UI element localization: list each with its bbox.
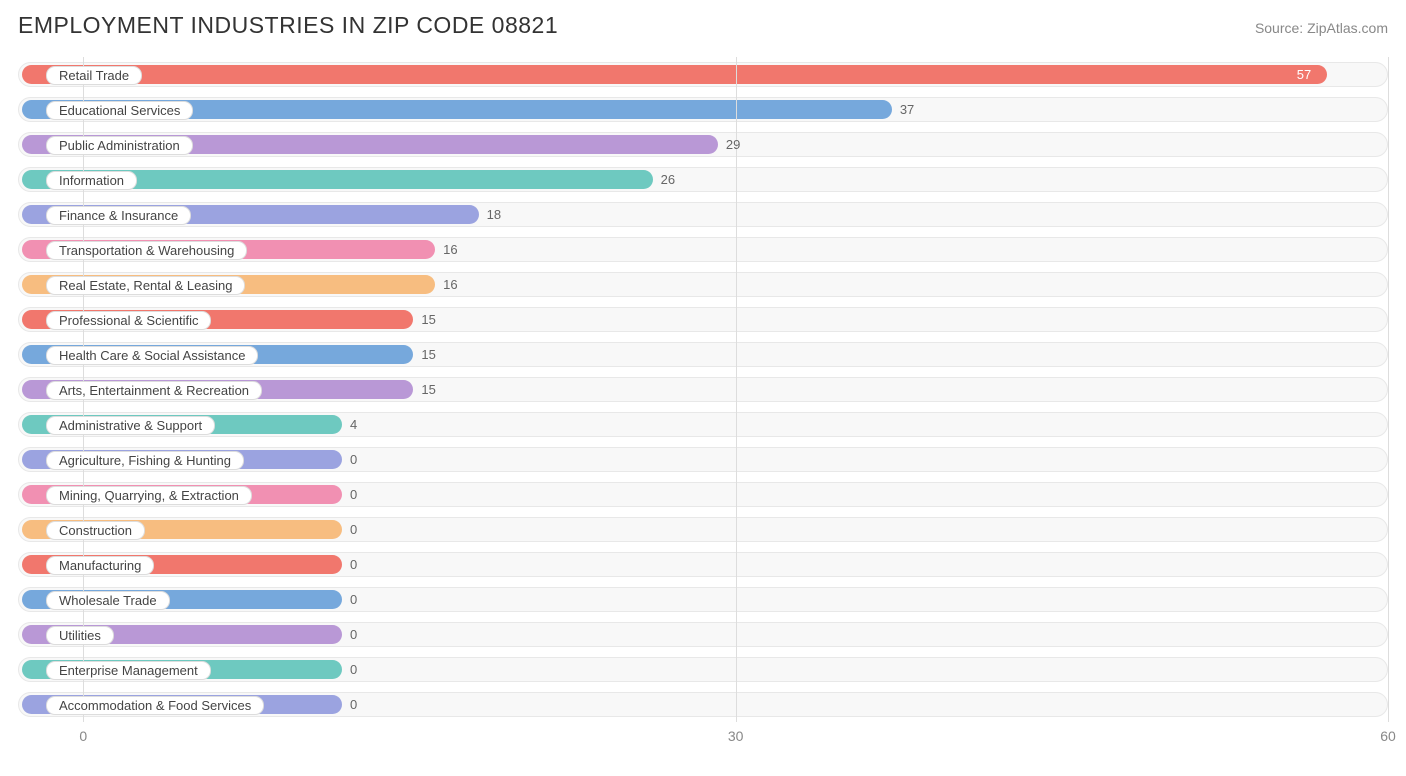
bar-row: Transportation & Warehousing 16 — [18, 232, 1388, 267]
bar-row: Professional & Scientific 15 — [18, 302, 1388, 337]
chart-source: Source: ZipAtlas.com — [1255, 20, 1388, 36]
bar-label: Administrative & Support — [46, 416, 215, 435]
bar-value: 0 — [350, 697, 357, 712]
bar-value: 4 — [350, 417, 357, 432]
bar-row: Agriculture, Fishing & Hunting 0 — [18, 442, 1388, 477]
bar-row: Administrative & Support 4 — [18, 407, 1388, 442]
bar-value: 37 — [900, 102, 914, 117]
bar-label: Transportation & Warehousing — [46, 241, 247, 260]
bar-value: 15 — [421, 382, 435, 397]
bar-value: 26 — [661, 172, 675, 187]
bar-label: Retail Trade — [46, 66, 142, 85]
bar-label: Professional & Scientific — [46, 311, 211, 330]
bar-value: 15 — [421, 347, 435, 362]
chart-area: Retail Trade 57 Educational Services 37 Publ… — [18, 57, 1388, 750]
bars-container: Retail Trade 57 Educational Services 37 Publ… — [18, 57, 1388, 722]
bar-value: 0 — [350, 487, 357, 502]
bar-label: Health Care & Social Assistance — [46, 346, 258, 365]
bar-value: 0 — [350, 557, 357, 572]
bar-row: Finance & Insurance 18 — [18, 197, 1388, 232]
bar-label: Enterprise Management — [46, 661, 211, 680]
bar-label: Mining, Quarrying, & Extraction — [46, 486, 252, 505]
chart-header: EMPLOYMENT INDUSTRIES IN ZIP CODE 08821 … — [18, 12, 1388, 39]
bar-label: Arts, Entertainment & Recreation — [46, 381, 262, 400]
bar-value: 16 — [443, 242, 457, 257]
bar-row: Accommodation & Food Services 0 — [18, 687, 1388, 722]
bar-value: 0 — [350, 522, 357, 537]
bar-value: 18 — [487, 207, 501, 222]
bar-value: 0 — [350, 452, 357, 467]
bar-row: Construction 0 — [18, 512, 1388, 547]
x-axis-labels: 03060 — [18, 722, 1388, 750]
gridline — [1388, 57, 1389, 722]
bar-label: Manufacturing — [46, 556, 154, 575]
bar-label: Educational Services — [46, 101, 193, 120]
bar-label: Information — [46, 171, 137, 190]
bar-row: Utilities 0 — [18, 617, 1388, 652]
bar-row: Arts, Entertainment & Recreation 15 — [18, 372, 1388, 407]
gridline — [736, 57, 737, 722]
x-axis-tick-label: 60 — [1380, 728, 1396, 744]
bar-value: 0 — [350, 592, 357, 607]
bar-label: Public Administration — [46, 136, 193, 155]
bar-row: Retail Trade 57 — [18, 57, 1388, 92]
bar-row: Wholesale Trade 0 — [18, 582, 1388, 617]
bar-row: Mining, Quarrying, & Extraction 0 — [18, 477, 1388, 512]
bar-label: Construction — [46, 521, 145, 540]
bar-value: 0 — [350, 662, 357, 677]
bar-label: Accommodation & Food Services — [46, 696, 264, 715]
bar-row: Enterprise Management 0 — [18, 652, 1388, 687]
chart-title: EMPLOYMENT INDUSTRIES IN ZIP CODE 08821 — [18, 12, 558, 39]
bar-label: Agriculture, Fishing & Hunting — [46, 451, 244, 470]
bar-row: Health Care & Social Assistance 15 — [18, 337, 1388, 372]
bar-row: Information 26 — [18, 162, 1388, 197]
bar-label: Finance & Insurance — [46, 206, 191, 225]
bar-value: 0 — [350, 627, 357, 642]
x-axis-tick-label: 0 — [79, 728, 87, 744]
bar-label: Utilities — [46, 626, 114, 645]
bar-value: 16 — [443, 277, 457, 292]
bar-row: Real Estate, Rental & Leasing 16 — [18, 267, 1388, 302]
bar-row: Manufacturing 0 — [18, 547, 1388, 582]
x-axis-tick-label: 30 — [728, 728, 744, 744]
bar-label: Real Estate, Rental & Leasing — [46, 276, 245, 295]
bar-row: Educational Services 37 — [18, 92, 1388, 127]
bar-label: Wholesale Trade — [46, 591, 170, 610]
bar-row: Public Administration 29 — [18, 127, 1388, 162]
bar-value: 15 — [421, 312, 435, 327]
bar-fill — [22, 65, 1327, 84]
bar-value: 57 — [1297, 67, 1311, 82]
bar-value: 29 — [726, 137, 740, 152]
